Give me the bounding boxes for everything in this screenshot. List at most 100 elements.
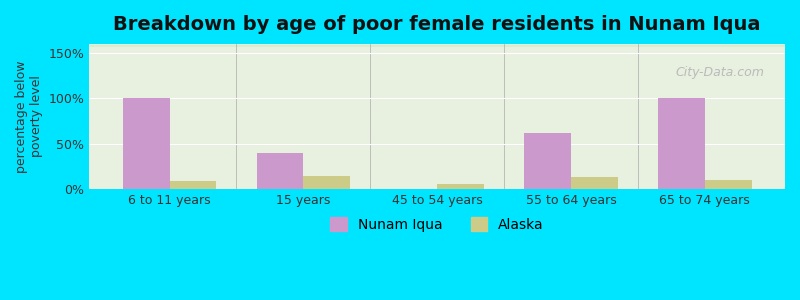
Bar <box>90 44 785 46</box>
Legend: Nunam Iqua, Alaska: Nunam Iqua, Alaska <box>325 212 550 237</box>
Bar <box>90 45 785 46</box>
Bar <box>90 44 785 46</box>
Y-axis label: percentage below
poverty level: percentage below poverty level <box>15 60 43 173</box>
Bar <box>90 45 785 46</box>
Bar <box>90 44 785 46</box>
Bar <box>90 45 785 46</box>
Bar <box>90 45 785 46</box>
Bar <box>90 44 785 46</box>
Bar <box>90 44 785 46</box>
Bar <box>90 44 785 46</box>
Bar <box>90 45 785 46</box>
Bar <box>90 44 785 46</box>
Bar <box>90 45 785 46</box>
Bar <box>90 44 785 45</box>
Bar <box>170 181 216 189</box>
Bar <box>524 133 571 189</box>
Bar <box>90 45 785 46</box>
Bar <box>90 44 785 46</box>
Bar <box>90 45 785 46</box>
Bar <box>90 45 785 46</box>
Bar <box>90 45 785 46</box>
Bar <box>90 45 785 46</box>
Bar <box>90 44 785 46</box>
Bar <box>90 45 785 47</box>
Bar <box>90 45 785 47</box>
Bar <box>90 44 785 46</box>
Bar <box>90 44 785 46</box>
Bar <box>90 45 785 46</box>
Bar <box>90 45 785 46</box>
Bar <box>90 44 785 46</box>
Bar <box>90 44 785 46</box>
Bar <box>90 44 785 46</box>
Bar <box>90 44 785 46</box>
Bar <box>90 45 785 46</box>
Bar <box>90 45 785 46</box>
Bar <box>90 44 785 46</box>
Bar <box>90 44 785 46</box>
Bar <box>90 44 785 46</box>
Bar <box>90 44 785 45</box>
Bar <box>90 45 785 47</box>
Bar <box>90 44 785 46</box>
Bar <box>90 45 785 46</box>
Bar <box>90 45 785 46</box>
Bar <box>90 44 785 46</box>
Bar <box>90 44 785 46</box>
Bar <box>90 44 785 46</box>
Bar <box>90 44 785 46</box>
Bar <box>90 45 785 46</box>
Bar <box>90 44 785 46</box>
Bar <box>90 45 785 47</box>
Bar <box>90 44 785 45</box>
Bar <box>90 45 785 46</box>
Text: City-Data.com: City-Data.com <box>675 66 764 79</box>
Bar <box>705 180 751 189</box>
Bar <box>90 45 785 46</box>
Bar <box>90 45 785 46</box>
Bar <box>90 44 785 46</box>
Bar <box>90 45 785 46</box>
Bar <box>122 98 170 189</box>
Bar <box>90 45 785 46</box>
Bar <box>90 44 785 46</box>
Bar <box>90 44 785 46</box>
Bar <box>571 177 618 189</box>
Bar <box>90 44 785 46</box>
Bar <box>90 44 785 45</box>
Bar <box>90 45 785 46</box>
Bar <box>90 44 785 46</box>
Bar <box>90 45 785 46</box>
Bar <box>90 45 785 46</box>
Bar <box>90 45 785 46</box>
Bar <box>90 44 785 46</box>
Title: Breakdown by age of poor female residents in Nunam Iqua: Breakdown by age of poor female resident… <box>114 15 761 34</box>
Bar <box>90 44 785 46</box>
Bar <box>90 45 785 46</box>
Bar <box>90 45 785 46</box>
Bar <box>90 45 785 47</box>
Bar <box>90 45 785 46</box>
Bar <box>90 44 785 46</box>
Bar <box>658 98 705 189</box>
Bar <box>90 45 785 47</box>
Bar <box>90 44 785 46</box>
Bar <box>90 45 785 46</box>
Bar <box>90 44 785 45</box>
Bar <box>90 44 785 46</box>
Bar <box>90 44 785 46</box>
Bar <box>90 45 785 46</box>
Bar <box>90 45 785 46</box>
Bar <box>437 184 484 189</box>
Bar <box>257 153 303 189</box>
Bar <box>90 44 785 46</box>
Bar <box>90 45 785 47</box>
Bar <box>90 45 785 46</box>
Bar <box>90 45 785 46</box>
Bar <box>90 45 785 46</box>
Bar <box>90 44 785 45</box>
Bar <box>90 45 785 46</box>
Bar <box>90 45 785 46</box>
Bar <box>90 45 785 46</box>
